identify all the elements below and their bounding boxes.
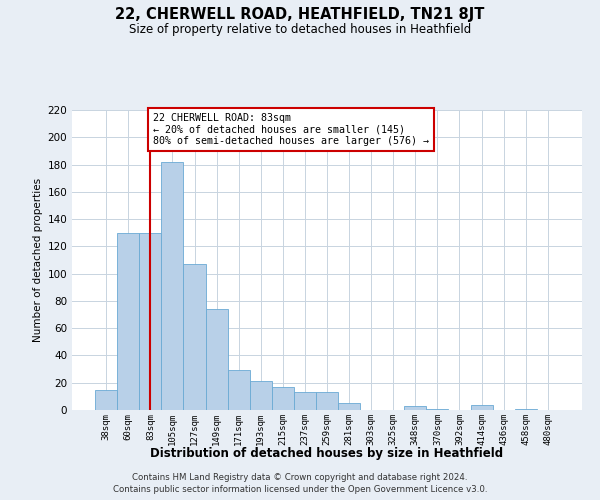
Text: Contains public sector information licensed under the Open Government Licence v3: Contains public sector information licen… (113, 485, 487, 494)
Bar (117, 232, 139, 410)
Bar (427, 408, 448, 410)
Bar (316, 392, 338, 410)
Bar (272, 387, 294, 410)
Bar (338, 403, 360, 410)
Bar (404, 406, 427, 410)
Bar (470, 404, 493, 410)
Text: 22 CHERWELL ROAD: 83sqm
← 20% of detached houses are smaller (145)
80% of semi-d: 22 CHERWELL ROAD: 83sqm ← 20% of detache… (152, 112, 428, 146)
Bar (139, 232, 161, 410)
Text: Contains HM Land Registry data © Crown copyright and database right 2024.: Contains HM Land Registry data © Crown c… (132, 472, 468, 482)
Text: Size of property relative to detached houses in Heathfield: Size of property relative to detached ho… (129, 22, 471, 36)
Bar (95, 390, 117, 410)
Bar (227, 370, 250, 410)
Bar (294, 392, 316, 410)
Bar (515, 408, 537, 410)
Bar (161, 162, 184, 410)
Bar (206, 309, 227, 410)
Text: 22, CHERWELL ROAD, HEATHFIELD, TN21 8JT: 22, CHERWELL ROAD, HEATHFIELD, TN21 8JT (115, 8, 485, 22)
Text: Distribution of detached houses by size in Heathfield: Distribution of detached houses by size … (151, 448, 503, 460)
Bar (184, 264, 206, 410)
Y-axis label: Number of detached properties: Number of detached properties (33, 178, 43, 342)
Bar (250, 382, 272, 410)
